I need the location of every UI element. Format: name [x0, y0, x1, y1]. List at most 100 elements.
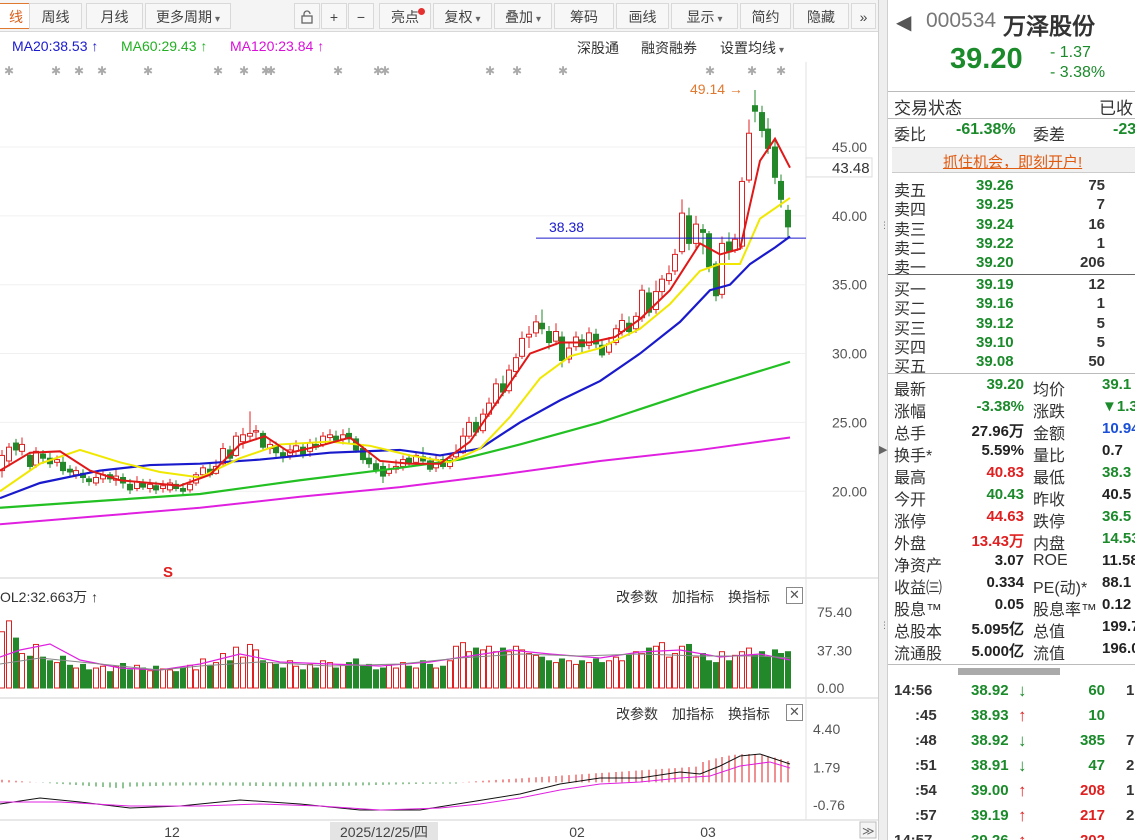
shenzhen-connect-link[interactable]: 深股通: [577, 40, 619, 56]
stat-label: 换手*: [894, 448, 933, 465]
volume-bar-up: [220, 653, 226, 689]
candle-down: [427, 460, 433, 470]
tick-price: 38.91: [971, 757, 1009, 774]
volume-bar-up: [240, 656, 246, 689]
set-ma-button[interactable]: 设置均线 ▾: [720, 40, 785, 56]
volume-bar-up: [400, 662, 406, 689]
tick-count: 2: [1126, 807, 1135, 824]
volume-bar-up: [633, 651, 639, 689]
margin-trading-link[interactable]: 融资融券: [641, 40, 697, 56]
tick-price: 39.00: [971, 782, 1009, 799]
draw-line-button[interactable]: 画线: [616, 3, 669, 29]
vol-ma10-line: [0, 653, 791, 671]
lock-button[interactable]: [294, 3, 320, 29]
zoom-out-button[interactable]: −: [348, 3, 374, 29]
more-periods-dropdown[interactable]: 更多周期 ▾: [145, 3, 231, 29]
vol-add-indicator-button[interactable]: 加指标: [672, 589, 714, 605]
volume-bar-up: [267, 662, 273, 689]
stat-value: 38.3: [1102, 464, 1132, 481]
volume-bar-up: [566, 660, 572, 689]
candle-down: [260, 432, 266, 448]
volume-bar-up: [200, 658, 206, 689]
volume-bar-down: [353, 658, 359, 689]
candle-up: [327, 434, 333, 439]
ask-level-label: 卖二: [894, 240, 927, 258]
arrow-down-icon: ↓: [1018, 681, 1027, 700]
candle-up: [739, 180, 745, 247]
vol-swap-indicator-button[interactable]: 换指标: [728, 589, 770, 605]
adjust-dropdown[interactable]: 复权 ▾: [433, 3, 492, 29]
volume-bar-up: [413, 667, 419, 689]
toolbar-label: 叠加: [504, 9, 533, 25]
candle-down: [752, 105, 758, 112]
candle-down: [559, 336, 565, 361]
month-kline-tab[interactable]: 月线: [86, 3, 143, 29]
volume-bar-up: [639, 653, 645, 689]
crosshair-date-box: [330, 822, 438, 840]
scroll-right-button[interactable]: [859, 821, 877, 839]
volume-bar-up: [393, 667, 399, 689]
zoom-in-button[interactable]: +: [321, 3, 347, 29]
notification-dot-icon: [418, 8, 425, 15]
kline-chart[interactable]: 45.00 40.00 35.00 30.00 25.00 20.00 ✱ ✱ ✱ ✱ ✱ ✱ ✱ ✱ ✱ ✱…: [0, 32, 878, 840]
collapse-arrow-icon[interactable]: ▶: [879, 444, 888, 456]
macd-change-params-button[interactable]: 改参数: [616, 706, 658, 722]
candle-up: [513, 357, 519, 372]
volume-bar-up: [187, 664, 193, 689]
volume-bar-down: [313, 667, 319, 689]
macd-swap-indicator-button[interactable]: 换指标: [728, 706, 770, 722]
volume-bar-up: [739, 651, 745, 689]
scrollbar-thumb[interactable]: [958, 668, 1060, 675]
stat-label: 量比: [1033, 448, 1066, 465]
simple-button[interactable]: 简约: [740, 3, 791, 29]
volume-bar-down: [373, 669, 379, 689]
display-dropdown[interactable]: 显示 ▾: [671, 3, 738, 29]
volume-bar-down: [686, 643, 692, 689]
event-marker-icon: ✱: [558, 64, 568, 78]
candle-up: [253, 430, 259, 433]
volume-bar-up: [93, 667, 99, 689]
candle-down: [40, 453, 46, 459]
zoom-in-icon: +: [329, 9, 339, 25]
arrow-up-icon: ↑: [1018, 831, 1027, 840]
toolbar-label: 画线: [628, 9, 657, 25]
macd-add-indicator-button[interactable]: 加指标: [672, 706, 714, 722]
ask-price: 39.20: [976, 254, 1014, 272]
ma60-line: [0, 360, 791, 509]
vol-close-icon[interactable]: ✕: [786, 587, 803, 604]
volume-bar-down: [180, 667, 186, 689]
overlay-dropdown[interactable]: 叠加 ▾: [494, 3, 552, 29]
ask-level-label: 卖三: [894, 221, 927, 239]
toolbar-label: 筹码: [570, 9, 598, 25]
ask-price: 39.26: [976, 177, 1014, 194]
volume-bar-up: [340, 663, 346, 689]
highlights-button[interactable]: 亮点: [379, 3, 431, 29]
week-kline-tab[interactable]: 周线: [29, 3, 82, 29]
ask-level-label: 卖四: [894, 202, 927, 220]
chips-button[interactable]: 筹码: [554, 3, 614, 29]
event-marker-icon: ✱: [705, 64, 715, 78]
candle-down: [180, 487, 186, 492]
volume-bar-down: [40, 656, 46, 689]
candle-down: [772, 146, 778, 178]
bid-level-label: 买四: [894, 339, 927, 357]
open-account-link[interactable]: 抓住机会，即刻开户!: [943, 154, 1083, 171]
candle-down: [153, 485, 159, 491]
back-arrow-icon[interactable]: ◀: [896, 12, 912, 34]
bid-ratio-value: -61.38%: [956, 121, 1016, 138]
promo-banner[interactable]: 抓住机会，即刻开户!: [892, 147, 1135, 173]
expand-button[interactable]: »: [851, 3, 876, 29]
hide-button[interactable]: 隐藏: [793, 3, 849, 29]
volume-bar-down: [13, 637, 19, 689]
volume-bar-up: [659, 642, 665, 689]
vol-change-params-button[interactable]: 改参数: [616, 589, 658, 605]
bid-level-label: 买五: [894, 359, 927, 377]
macd-close-icon[interactable]: ✕: [786, 704, 803, 721]
volume-label: OL2:32.663万 ↑: [0, 589, 99, 605]
stat-value: 88.1: [1102, 574, 1132, 591]
event-marker-icon: ✱: [97, 64, 107, 78]
panel-splitter[interactable]: ⋮ ▶ ⋮: [878, 0, 889, 840]
stat-label: 总股本: [894, 624, 943, 641]
